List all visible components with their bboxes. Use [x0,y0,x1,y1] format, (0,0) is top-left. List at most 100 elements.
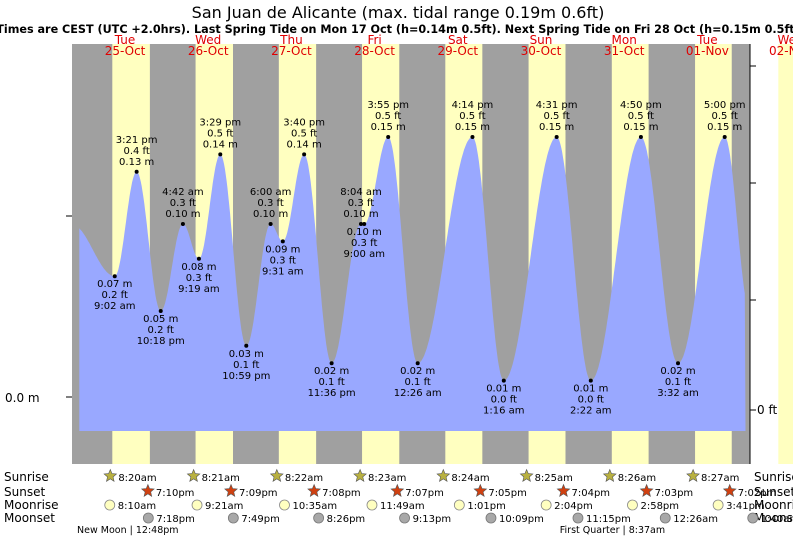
moonrise-icon [712,499,724,511]
axes: 0.0 m 0 ft [5,44,777,464]
sunrise-time: 8:26am [618,473,656,484]
tide-point [180,222,185,226]
moon-phase-label: First Quarter | 8:37am [560,525,665,536]
astro-rows: SunriseSunriseSunsetSunsetMoonriseMoonri… [4,468,793,536]
tide-point [158,309,163,313]
tide-label-line: 0.09 m [265,244,300,255]
sunrise-time: 8:20am [118,473,156,484]
tide-label-line: 4:50 pm [620,100,662,111]
tide-label-line: 3:55 pm [367,100,409,111]
tide-label-line: 0.14 m [203,139,238,150]
tide-label-line: 0.13 m [119,157,154,168]
star-icon [186,468,201,482]
star-icon [473,483,488,497]
high-tide-label: 3:40 pm0.5 ft0.14 m [283,117,325,157]
tide-point [588,378,593,383]
low-tide-label: 0.01 m0.0 ft1:16 am [483,378,525,417]
tide-label-line: 0.4 ft [123,146,149,157]
tide-label-line: 1:16 am [483,406,525,417]
moonset-time: 1:40am [761,514,793,525]
tide-label-line: 0.05 m [143,314,178,325]
tide-label-line: 0.5 ft [375,111,401,122]
sunset-time: 7:02pm [738,488,777,499]
star-icon [307,483,322,497]
sunrise-time: 8:24am [451,473,489,484]
tide-label-line: 0.1 ft [233,360,259,371]
tide-label-line: 0.5 ft [543,111,569,122]
star-icon [639,483,654,497]
tide-labels: 0.07 m0.2 ft9:02 am3:21 pm0.4 ft0.13 m0.… [94,100,746,417]
moonset-icon [659,512,671,524]
day-of-week: Mon [612,33,637,47]
y-axis-right-label: 0 ft [757,403,777,417]
tide-label-line: 0.3 ft [257,198,283,209]
tide-point [638,135,643,139]
tide-label-line: 0.5 ft [459,111,485,122]
tide-label-line: 0.2 ft [148,325,174,336]
tide-label-line: 0.02 m [660,366,695,377]
tide-point [112,274,117,279]
star-icon [436,468,451,482]
moonset-icon [142,512,154,524]
day-of-week: Fri [367,33,381,47]
tide-label-line: 0.10 m [253,209,288,220]
tide-label-line: 4:31 pm [536,100,578,111]
day-of-week: Tue [114,33,136,47]
day-of-week: Sun [530,33,553,47]
tide-label-line: 3:29 pm [199,117,241,128]
day-of-week: Wed [195,33,221,47]
day-date: 26-Oct [188,44,229,58]
moonset-icon [227,512,239,524]
tide-point [386,135,391,139]
moonset-time: 11:15pm [586,514,631,525]
tide-point [329,361,334,366]
row-label-right: Sunset [754,485,793,499]
high-tide-label: 3:55 pm0.5 ft0.15 m [367,100,409,139]
star-icon [103,468,118,482]
tide-label-line: 9:31 am [262,266,304,277]
tide-label-line: 6:00 am [250,187,292,198]
tide-label-line: 0.3 ft [348,198,374,209]
moonset-icon [747,512,759,524]
tide-point [362,222,367,226]
tide-label-line: 3:40 pm [283,117,325,128]
tide-label-line: 0.02 m [400,366,435,377]
low-tide-label: 0.08 m0.3 ft9:19 am [178,256,220,295]
high-tide-label: 4:31 pm0.5 ft0.15 m [536,100,578,139]
tide-label-line: 0.3 ft [270,255,296,266]
tide-label-line: 5:00 pm [704,100,746,111]
tide-label-line: 10:59 pm [222,371,270,382]
moonset-time: 7:18pm [156,514,195,525]
star-icon [390,483,405,497]
moonset-time: 9:13pm [413,514,452,525]
tide-point [244,343,249,348]
star-icon [686,468,700,482]
high-tide-label: 5:00 pm0.5 ft0.15 m [704,100,746,139]
moonrise-time: 10:35am [292,501,337,512]
moonrise-time: 2:58pm [640,501,679,512]
tide-point [196,256,201,261]
tide-label-line: 0.5 ft [628,111,654,122]
day-labels: Tue25-OctWed26-OctThu27-OctFri28-OctSat2… [105,33,793,58]
tide-label-line: 0.07 m [97,279,132,290]
star-icon [353,468,367,482]
row-label-right: Sunrise [754,470,793,484]
low-tide-label: 0.10 m0.3 ft9:00 am [343,222,385,260]
moonrise-icon [279,499,290,511]
tide-label-line: 0.01 m [573,384,608,395]
tide-label-line: 0.10 m [347,227,382,238]
tide-point [268,222,273,226]
moonrise-time: 9:21am [205,501,243,512]
day-of-week: Wed [777,33,793,47]
tide-label-line: 0.10 m [165,209,200,220]
tide-label-line: 3:32 am [657,388,699,399]
chart-title: San Juan de Alicante (max. tidal range 0… [192,3,605,22]
high-tide-label: 4:50 pm0.5 ft0.15 m [620,100,662,139]
moonset-icon [485,512,497,524]
tide-label-line: 4:14 pm [452,100,494,111]
moon-phase-label: New Moon | 12:48pm [77,525,179,536]
moonrise-time: 3:41pm [726,501,765,512]
moonset-icon [399,512,410,524]
tide-label-line: 0.14 m [287,139,322,150]
